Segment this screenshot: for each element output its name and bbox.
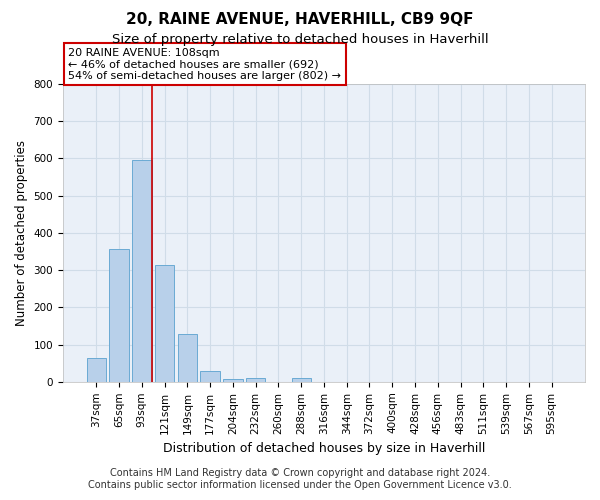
Text: Contains HM Land Registry data © Crown copyright and database right 2024.
Contai: Contains HM Land Registry data © Crown c… [88, 468, 512, 490]
Bar [178, 334, 197, 382]
Bar [155, 266, 174, 382]
Text: 20, RAINE AVENUE, HAVERHILL, CB9 9QF: 20, RAINE AVENUE, HAVERHILL, CB9 9QF [126, 12, 474, 28]
Bar [86, 358, 106, 382]
Bar [246, 378, 265, 382]
Text: Size of property relative to detached houses in Haverhill: Size of property relative to detached ho… [112, 32, 488, 46]
Bar [132, 160, 152, 382]
Bar [200, 372, 220, 382]
Bar [109, 248, 129, 382]
Text: 20 RAINE AVENUE: 108sqm
← 46% of detached houses are smaller (692)
54% of semi-d: 20 RAINE AVENUE: 108sqm ← 46% of detache… [68, 48, 341, 81]
Y-axis label: Number of detached properties: Number of detached properties [15, 140, 28, 326]
X-axis label: Distribution of detached houses by size in Haverhill: Distribution of detached houses by size … [163, 442, 485, 455]
Bar [223, 379, 242, 382]
Bar [292, 378, 311, 382]
